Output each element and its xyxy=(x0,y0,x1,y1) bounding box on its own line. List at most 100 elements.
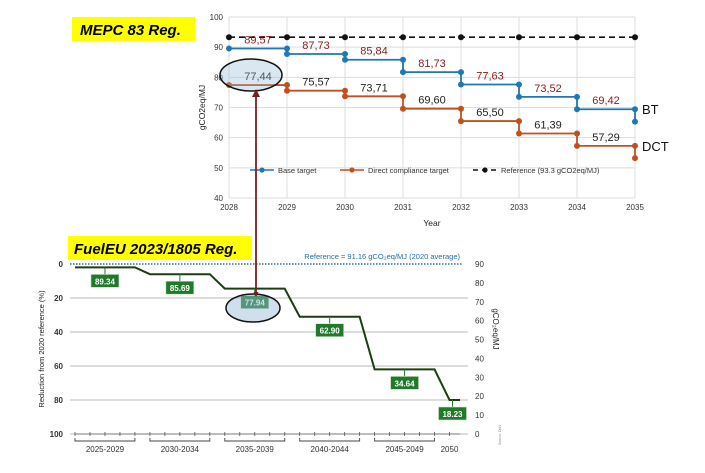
reference-point xyxy=(632,34,638,41)
base-point xyxy=(400,56,406,63)
base-value-label: 85,84 xyxy=(360,46,388,58)
source-note: Source: DNV xyxy=(498,424,502,445)
dct-point xyxy=(574,130,580,137)
y-tick-label: 80 xyxy=(214,73,223,82)
y-tick-label: 70 xyxy=(214,104,223,113)
mepc-title-badge: MEPC 83 Reg. xyxy=(72,17,195,41)
dct-point xyxy=(516,118,522,125)
left-tick-label: 20 xyxy=(54,294,63,303)
y-tick-label: 90 xyxy=(214,43,223,52)
dct-point xyxy=(458,105,464,112)
base-value-label: 87,73 xyxy=(302,40,330,52)
left-tick-label: 40 xyxy=(54,328,63,337)
reference-point xyxy=(342,34,348,41)
value-box xyxy=(165,280,195,295)
right-tick-label: 50 xyxy=(475,336,484,345)
left-axis-title: Reduction from 2020 reference (%) xyxy=(37,290,46,408)
value-box xyxy=(438,406,467,421)
x-tick-label: 2031 xyxy=(394,203,412,212)
base-point xyxy=(226,45,232,52)
x-group-label: 2030-2034 xyxy=(161,445,200,454)
dct-point xyxy=(632,142,638,149)
base-end-label: BT xyxy=(642,102,659,117)
x-tick-label: 2034 xyxy=(568,203,586,212)
value-box xyxy=(90,274,120,288)
left-tick-label: 0 xyxy=(59,260,64,269)
dct-value-label: 57,29 xyxy=(592,132,620,144)
dct-point xyxy=(284,82,290,89)
value-label: 77.94 xyxy=(245,299,266,308)
base-point xyxy=(458,69,464,76)
value-label: 34.64 xyxy=(395,379,416,388)
x-tick-label: 2029 xyxy=(278,203,296,212)
x-tick-label: 2032 xyxy=(452,203,470,212)
dct-value-label: 65,50 xyxy=(476,107,504,119)
arrowhead-up-icon xyxy=(252,89,260,97)
y-tick-label: 100 xyxy=(210,13,224,22)
x-group-label: 2050 xyxy=(441,445,459,454)
base-point xyxy=(632,118,638,125)
fueleu-step-line xyxy=(75,266,460,401)
right-tick-label: 90 xyxy=(475,260,484,269)
dct-point xyxy=(632,155,638,162)
x-group-label: 2045-2049 xyxy=(385,445,424,454)
base-point xyxy=(342,51,348,58)
right-tick-label: 40 xyxy=(475,354,484,363)
x-group-label: 2040-2044 xyxy=(311,445,350,454)
x-group-bracket xyxy=(374,438,435,442)
value-label: 18.23 xyxy=(442,410,463,419)
base-point xyxy=(284,45,290,52)
legend-entry: Base target xyxy=(278,166,317,175)
legend-entry: Reference (93.3 gCO2eq/MJ) xyxy=(501,166,600,175)
fueleu-title-badge: FuelEU 2023/1805 Reg. xyxy=(68,236,252,260)
dct-value-label: 61,39 xyxy=(534,119,562,131)
x-group-bracket xyxy=(74,438,136,442)
dct-point xyxy=(400,105,406,112)
right-tick-label: 20 xyxy=(475,392,484,401)
mepc-title: MEPC 83 Reg. xyxy=(80,22,181,39)
fueleu-chart: 0 20 40 60 80 100 0 10 20 30 40 50 60 70 80 90 Reference… xyxy=(37,252,502,454)
x-axis-title: Year xyxy=(423,218,440,228)
base-point xyxy=(574,93,580,100)
base-value-label: 77,63 xyxy=(476,70,504,82)
y-tick-label: 40 xyxy=(214,194,223,203)
right-axis-title: gCO₂eq/MJ xyxy=(491,308,500,349)
base-value-label: 69,42 xyxy=(592,95,620,107)
y-axis-title: gCO2eq/MJ xyxy=(197,85,207,130)
x-group-bracket xyxy=(149,438,211,442)
base-point xyxy=(516,81,522,88)
dct-value-label: 73,71 xyxy=(360,82,388,94)
x-group-label: 2035-2039 xyxy=(236,445,275,454)
base-point xyxy=(284,51,290,58)
base-point xyxy=(458,81,464,88)
dct-point xyxy=(284,87,290,94)
highlight-ellipse-fueleu xyxy=(225,293,281,323)
highlight-ellipse-mepc xyxy=(219,58,283,92)
annotations xyxy=(219,58,283,323)
value-box xyxy=(390,376,419,390)
mepc-chart: 40 50 60 70 80 90 100 2028 2029 2030 2031 2032 2033 2… xyxy=(197,13,669,228)
right-tick-label: 10 xyxy=(475,411,484,420)
base-value-label: 89,57 xyxy=(244,34,272,46)
legend-swatch-point xyxy=(482,167,488,173)
x-group-label: 2025-2029 xyxy=(86,445,125,454)
x-group-bracket xyxy=(299,438,361,442)
value-box xyxy=(240,295,270,309)
reference-point xyxy=(400,34,406,41)
legend-entry: Direct compliance target xyxy=(368,166,450,175)
base-value-label: 81,73 xyxy=(418,58,446,70)
dct-value-label: 77,44 xyxy=(244,71,272,83)
reference-point xyxy=(574,34,580,41)
reference-point xyxy=(226,34,232,41)
reference-point xyxy=(458,34,464,41)
value-label: 62.90 xyxy=(320,327,341,336)
fueleu-title: FuelEU 2023/1805 Reg. xyxy=(74,241,237,258)
right-tick-label: 30 xyxy=(475,373,484,382)
left-tick-label: 100 xyxy=(50,430,64,439)
reference-note: Reference = 91.16 gCO₂eq/MJ (2020 averag… xyxy=(304,252,460,261)
x-tick-label: 2035 xyxy=(626,203,644,212)
x-group-bracket xyxy=(224,438,286,442)
x-tick-label: 2028 xyxy=(220,203,238,212)
dct-value-label: 69,60 xyxy=(418,95,446,107)
